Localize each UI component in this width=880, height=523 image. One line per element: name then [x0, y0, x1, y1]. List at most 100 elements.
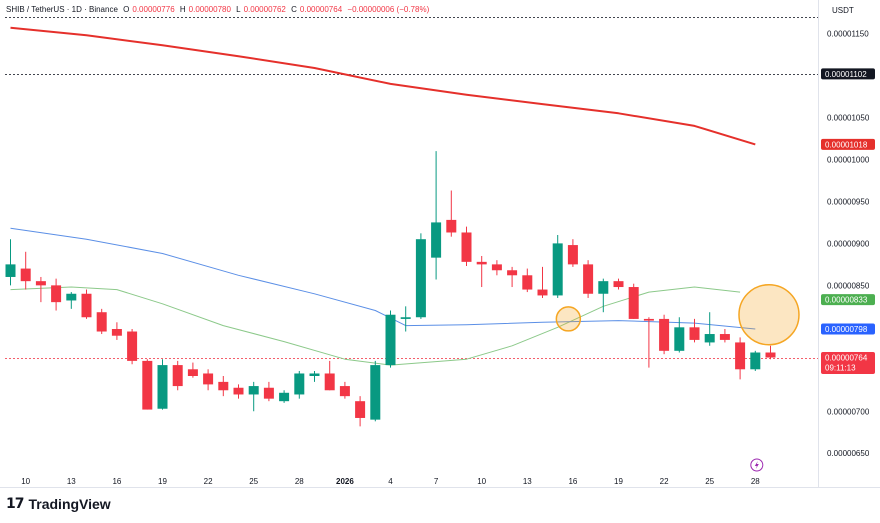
tradingview-logo-icon: 17: [6, 496, 25, 512]
candle-body: [111, 329, 122, 336]
x-tick-label: 28: [295, 477, 304, 486]
candle-body: [324, 373, 335, 391]
legend-open: 0.00000776: [132, 5, 175, 14]
price-label-bg-2: [821, 294, 875, 306]
price-label-0: 0.00001102: [825, 70, 867, 79]
candle-body: [157, 365, 168, 409]
candle-body: [598, 281, 609, 294]
legend-high: 0.00000780: [188, 5, 231, 14]
candle-body: [613, 281, 624, 288]
legend-symbol[interactable]: SHIB / TetherUS · 1D · Binance: [6, 5, 118, 14]
legend-open-label: O: [123, 5, 130, 14]
y-tick-label: 0.00000650: [827, 449, 870, 458]
candle-body: [66, 293, 77, 301]
candle-body: [659, 318, 670, 351]
price-label-countdown: 09:11:13: [825, 364, 856, 373]
candle-body: [385, 314, 396, 366]
candle-body: [461, 232, 472, 262]
candle-body: [567, 245, 578, 265]
y-tick-label: 0.00000850: [827, 281, 870, 290]
x-tick-label: 2026: [336, 477, 354, 486]
price-label-bg-4: [821, 352, 875, 375]
y-tick-label: 0.00001150: [827, 30, 869, 39]
candle-body: [279, 392, 290, 402]
tradingview-brand[interactable]: 17 TradingView: [6, 496, 111, 512]
candle-body: [218, 381, 229, 391]
candle-body: [552, 243, 563, 296]
legend-close: 0.00000764: [299, 5, 343, 14]
legend-low-label: L: [236, 5, 241, 14]
candle-body: [370, 365, 381, 420]
price-label-4: 0.00000764: [825, 354, 868, 363]
x-tick-label: 16: [112, 477, 121, 486]
price-label-2: 0.00000833: [825, 296, 868, 305]
x-tick-label: 10: [477, 477, 486, 486]
x-tick-label: 25: [705, 477, 714, 486]
event-bolt-icon: [750, 458, 764, 472]
candle-body: [339, 386, 350, 397]
candle-body: [309, 373, 320, 376]
candle-body: [400, 317, 411, 319]
candle-body: [81, 293, 92, 318]
price-label-bg-3: [821, 323, 875, 335]
candle-body: [187, 369, 198, 376]
candle-body: [446, 219, 457, 233]
ma-blue-line: [10, 227, 756, 330]
x-tick-label: 16: [568, 477, 577, 486]
candle-body: [248, 386, 259, 395]
x-tick-label: 13: [523, 477, 532, 486]
candle-body: [20, 268, 31, 282]
x-tick-label: 22: [660, 477, 669, 486]
candle-body: [431, 222, 442, 258]
candle-body: [628, 287, 639, 319]
legend-high-label: H: [179, 5, 186, 14]
candle-body: [294, 373, 305, 395]
x-tick-label: 28: [751, 477, 760, 486]
candle-body: [233, 387, 244, 395]
candle-body: [583, 264, 594, 294]
candle-body: [203, 373, 214, 385]
y-tick-label: 0.00000700: [827, 407, 870, 416]
candle-body: [704, 334, 715, 343]
candle-body: [35, 281, 46, 286]
x-tick-label: 7: [434, 477, 439, 486]
x-tick-label: 4: [388, 477, 393, 486]
candle-body: [415, 239, 426, 318]
y-tick-label: 0.00000950: [827, 197, 870, 206]
candle-body: [643, 318, 654, 321]
candle-body: [127, 331, 138, 361]
candle-body: [765, 352, 776, 358]
candle-body: [537, 289, 548, 296]
candle-body: [522, 275, 533, 290]
candle-body: [719, 334, 730, 340]
candle-body: [96, 312, 107, 332]
candle-body: [735, 342, 746, 370]
candle-body: [750, 352, 761, 370]
candle-body: [355, 401, 366, 418]
event-bolt-glyph: [754, 461, 759, 469]
x-tick-label: 13: [67, 477, 76, 486]
x-tick-label: 19: [614, 477, 623, 486]
price-label-1: 0.00001018: [825, 140, 868, 149]
highlight-circle-0: [555, 306, 582, 332]
price-label-bg-0: [821, 68, 875, 80]
x-tick-label: 25: [249, 477, 258, 486]
candle-body: [51, 285, 62, 303]
x-tick-label: 10: [21, 477, 30, 486]
chart-legend: SHIB / TetherUS · 1D · Binance O 0.000007…: [6, 5, 432, 14]
candle-body: [142, 360, 153, 410]
legend-change: −0.00000006 (−0.78%): [347, 5, 430, 14]
candle-body: [491, 264, 502, 271]
legend-low: 0.00000762: [243, 5, 286, 14]
candle-body: [476, 261, 487, 265]
candle-body: [172, 365, 183, 387]
x-tick-label: 22: [204, 477, 213, 486]
y-tick-label: 0.00001050: [827, 114, 870, 123]
candle-body: [689, 327, 700, 340]
candle-body: [674, 327, 685, 351]
candle-body: [263, 387, 274, 399]
currency-label[interactable]: USDT: [832, 6, 854, 15]
x-tick-label: 19: [158, 477, 167, 486]
candle-body: [5, 264, 16, 277]
